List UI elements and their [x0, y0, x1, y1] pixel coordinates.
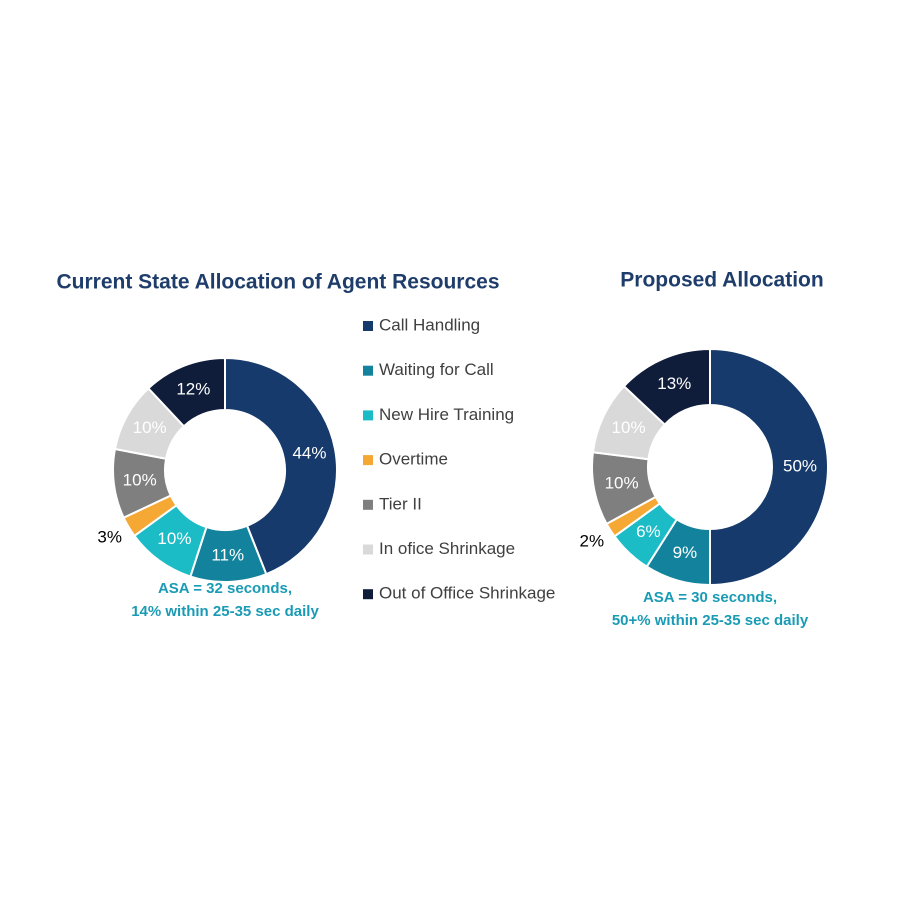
legend-text: In ofice Shrinkage [379, 539, 515, 558]
slice-label: 9% [673, 543, 698, 562]
annotation: 14% within 25-35 sec daily [131, 603, 319, 620]
slice-label: 3% [97, 528, 122, 547]
slice-label: 2% [580, 532, 605, 551]
slice-label: 6% [636, 522, 661, 541]
legend-swatch [363, 455, 373, 466]
legend-swatch [363, 410, 373, 421]
legend-swatch [363, 544, 373, 555]
annotation: 50+% within 25-35 sec daily [612, 612, 809, 629]
slice [224, 356, 338, 576]
annotation: ASA = 30 seconds, [643, 589, 777, 606]
slice-label: 13% [657, 374, 691, 393]
slice-label: 10% [157, 529, 191, 548]
slice [146, 356, 226, 428]
legend-swatch [363, 589, 373, 600]
chart-title: Current State Allocation of Agent Resour… [56, 271, 499, 294]
slice-label: 10% [605, 473, 639, 492]
slice-label: 10% [612, 418, 646, 437]
slice [622, 347, 711, 426]
legend-text: Tier II [379, 494, 422, 513]
legend-text: Call Handling [379, 315, 480, 334]
slice-label: 10% [133, 418, 167, 437]
legend-swatch [363, 499, 373, 510]
slice-label: 10% [123, 470, 157, 489]
legend-swatch [363, 321, 373, 331]
slice-label: 11% [211, 545, 244, 564]
legend-text: New Hire Training [379, 405, 514, 424]
chart-title: Proposed Allocation [620, 269, 823, 292]
legend-text: Out of Office Shrinkage [379, 584, 555, 603]
slice-label: 12% [176, 380, 210, 399]
legend-swatch [363, 365, 373, 376]
annotation: ASA = 32 seconds, [158, 580, 292, 597]
legend-text: Overtime [379, 450, 448, 469]
legend-text: Waiting for Call [379, 360, 494, 379]
slice-label: 50% [783, 456, 817, 475]
slice-label: 44% [292, 443, 326, 462]
slice [709, 347, 829, 587]
